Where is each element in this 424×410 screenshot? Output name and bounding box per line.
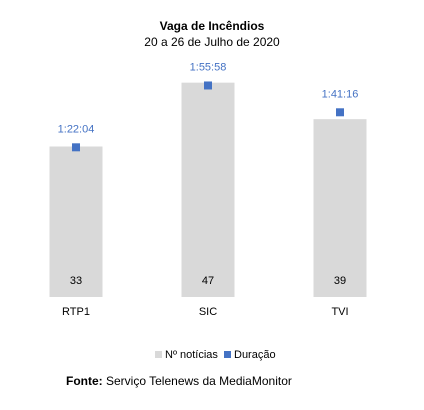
legend-swatch-duracao xyxy=(224,351,231,358)
bar-tvi xyxy=(313,119,367,297)
bar-rtp1 xyxy=(49,146,103,297)
duration-value-label: 1:41:16 xyxy=(322,88,359,100)
bar-sic xyxy=(181,82,235,298)
source-text: Serviço Telenews da MediaMonitor xyxy=(106,374,292,388)
chart-subtitle: 20 a 26 de Julho de 2020 xyxy=(144,35,280,49)
duration-value-label: 1:55:58 xyxy=(190,61,227,73)
bar-value-label: 33 xyxy=(70,275,82,287)
legend-label-noticias: Nº notícias xyxy=(165,349,218,361)
bar-value-label: 47 xyxy=(202,275,214,287)
duration-marker-tvi xyxy=(336,108,344,117)
category-tick-label: SIC xyxy=(199,306,217,318)
source-note: Fonte: Serviço Telenews da MediaMonitor xyxy=(66,374,292,388)
source-label: Fonte: xyxy=(66,374,103,388)
duration-value-label: 1:22:04 xyxy=(58,123,95,135)
plot-area: 33 1:22:04 RTP1 47 1:55:58 SIC 39 1:41:16 TVI xyxy=(49,61,367,318)
category-tick-label: TVI xyxy=(331,306,348,318)
duration-marker-sic xyxy=(204,81,212,90)
legend-swatch-noticias xyxy=(155,351,162,358)
legend-label-duracao: Duração xyxy=(234,349,276,361)
duration-marker-rtp1 xyxy=(72,143,80,152)
legend: Nº notícias Duração xyxy=(155,349,276,361)
bar-value-label: 39 xyxy=(334,275,346,287)
category-tick-label: RTP1 xyxy=(62,306,90,318)
chart-title: Vaga de Incêndios xyxy=(160,19,265,33)
